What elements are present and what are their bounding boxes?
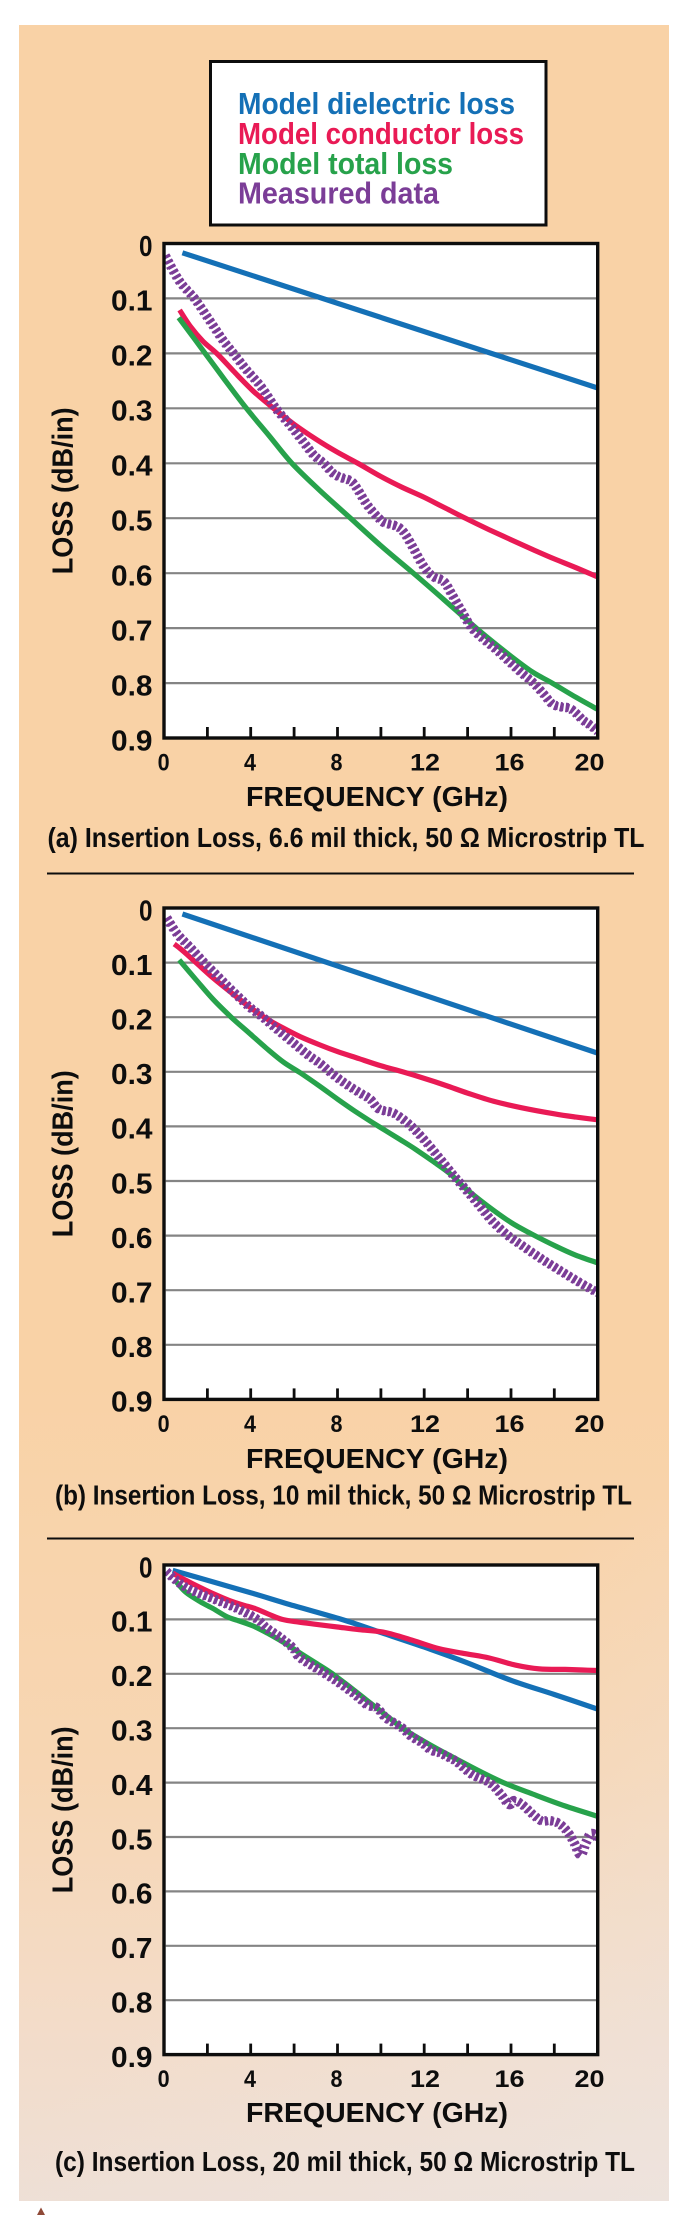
svg-text:20: 20: [575, 1411, 605, 1438]
svg-text:0.1: 0.1: [111, 286, 153, 318]
svg-text:8: 8: [331, 750, 343, 777]
svg-text:0.2: 0.2: [111, 341, 153, 373]
svg-text:0.1: 0.1: [111, 950, 153, 982]
svg-text:(b) Insertion Loss, 10 mil thi: (b) Insertion Loss, 10 mil thick, 50 Ω M…: [55, 1480, 632, 1511]
svg-text:0.9: 0.9: [111, 725, 153, 757]
svg-text:0.6: 0.6: [111, 1879, 153, 1911]
svg-text:Model conductor loss: Model conductor loss: [238, 116, 524, 151]
svg-text:0: 0: [158, 2066, 170, 2093]
svg-text:0.6: 0.6: [111, 561, 153, 593]
svg-text:0.4: 0.4: [111, 1770, 153, 1802]
svg-text:0.8: 0.8: [111, 1988, 153, 2020]
svg-text:12: 12: [410, 1411, 440, 1438]
svg-text:0.5: 0.5: [111, 506, 153, 538]
svg-text:0: 0: [139, 231, 153, 263]
svg-text:16: 16: [495, 1411, 525, 1438]
svg-text:0.4: 0.4: [111, 451, 153, 483]
svg-text:4: 4: [244, 2066, 256, 2093]
svg-text:0.1: 0.1: [111, 1607, 153, 1639]
svg-text:Model dielectric loss: Model dielectric loss: [238, 86, 515, 121]
svg-text:FREQUENCY (GHz): FREQUENCY (GHz): [246, 781, 508, 812]
svg-text:FREQUENCY (GHz): FREQUENCY (GHz): [246, 2097, 508, 2128]
svg-text:4: 4: [244, 750, 256, 777]
svg-text:16: 16: [495, 2066, 525, 2093]
svg-text:0.3: 0.3: [111, 1716, 153, 1748]
svg-text:0.2: 0.2: [111, 1661, 153, 1693]
svg-text:LOSS (dB/in): LOSS (dB/in): [48, 1726, 80, 1893]
svg-text:Measured data: Measured data: [238, 176, 440, 211]
svg-text:LOSS (dB/in): LOSS (dB/in): [48, 407, 80, 574]
svg-text:20: 20: [575, 2066, 605, 2093]
svg-text:0.9: 0.9: [111, 1387, 153, 1419]
svg-text:0: 0: [139, 895, 153, 927]
svg-text:0.5: 0.5: [111, 1824, 153, 1856]
svg-text:12: 12: [410, 2066, 440, 2093]
svg-text:0.7: 0.7: [111, 1933, 153, 1965]
svg-text:20: 20: [575, 750, 605, 777]
svg-text:0.6: 0.6: [111, 1223, 153, 1255]
svg-text:0.7: 0.7: [111, 615, 153, 647]
svg-text:0.3: 0.3: [111, 396, 153, 428]
svg-text:0.2: 0.2: [111, 1005, 153, 1037]
svg-text:4: 4: [244, 1411, 256, 1438]
svg-text:0: 0: [139, 1552, 153, 1584]
svg-text:0.9: 0.9: [111, 2042, 153, 2074]
svg-text:0.8: 0.8: [111, 670, 153, 702]
svg-text:Model total loss: Model total loss: [238, 146, 453, 181]
svg-text:(c) Insertion Loss, 20 mil thi: (c) Insertion Loss, 20 mil thick, 50 Ω M…: [55, 2146, 635, 2177]
svg-text:0.8: 0.8: [111, 1332, 153, 1364]
svg-text:0: 0: [158, 750, 170, 777]
svg-text:0.5: 0.5: [111, 1168, 153, 1200]
svg-text:8: 8: [331, 2066, 343, 2093]
svg-text:12: 12: [410, 750, 440, 777]
svg-text:16: 16: [495, 750, 525, 777]
svg-text:0.3: 0.3: [111, 1059, 153, 1091]
svg-text:(a) Insertion Loss, 6.6 mil th: (a) Insertion Loss, 6.6 mil thick, 50 Ω …: [48, 822, 645, 853]
svg-text:0: 0: [158, 1411, 170, 1438]
svg-text:8: 8: [331, 1411, 343, 1438]
svg-text:0.7: 0.7: [111, 1278, 153, 1310]
svg-text:0.4: 0.4: [111, 1114, 153, 1146]
svg-text:FREQUENCY (GHz): FREQUENCY (GHz): [246, 1443, 508, 1474]
svg-text:LOSS (dB/in): LOSS (dB/in): [48, 1070, 80, 1237]
